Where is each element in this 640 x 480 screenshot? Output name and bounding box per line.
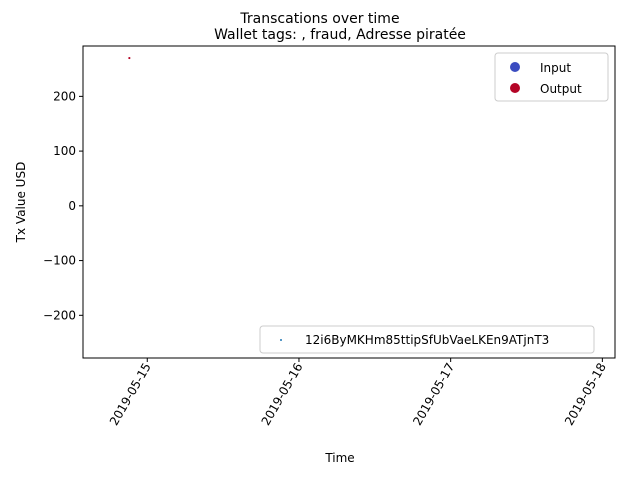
x-axis-ticks: 2019-05-15 2019-05-16 2019-05-17 2019-05-18 — [107, 358, 609, 428]
x-tick-label: 2019-05-17 — [410, 361, 457, 428]
data-points — [128, 56, 131, 60]
x-tick-label: 2019-05-16 — [259, 361, 306, 428]
y-tick-label: 0 — [68, 199, 76, 213]
y-tick-label: −200 — [43, 308, 76, 322]
chart-suptitle: Transcations over time — [239, 11, 399, 27]
y-tick-label: 100 — [53, 144, 76, 158]
legend-input-label: Input — [540, 61, 571, 75]
chart-title: Wallet tags: , fraud, Adresse piratée — [214, 27, 466, 43]
legend-upper: Input Output — [494, 52, 609, 102]
legend-address-label: 12i6ByMKHm85ttipSfUbVaeLKEn9ATjnT3 — [305, 333, 549, 347]
legend-address-marker — [280, 339, 282, 341]
y-axis-ticks: −200 −100 0 100 200 — [43, 89, 83, 322]
legend-output-label: Output — [540, 82, 582, 96]
legend-output-marker — [510, 83, 520, 93]
y-tick-label: 200 — [53, 89, 76, 103]
data-point — [128, 56, 131, 60]
y-tick-label: −100 — [43, 254, 76, 268]
x-tick-label: 2019-05-15 — [107, 361, 154, 428]
legend-input-marker — [510, 62, 520, 72]
legend-lower: 12i6ByMKHm85ttipSfUbVaeLKEn9ATjnT3 — [259, 325, 595, 354]
x-axis-label: Time — [324, 451, 354, 465]
x-tick-label: 2019-05-18 — [562, 361, 609, 428]
y-axis-label: Tx Value USD — [14, 162, 28, 244]
